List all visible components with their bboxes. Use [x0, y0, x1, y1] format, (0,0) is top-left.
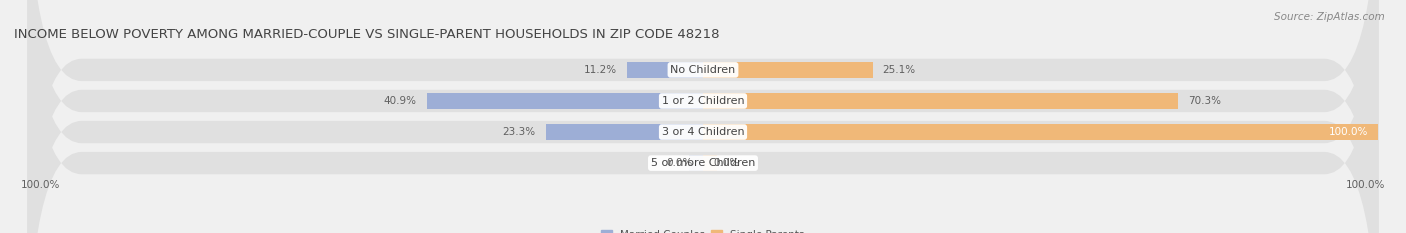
Bar: [689, 155, 703, 171]
FancyBboxPatch shape: [28, 0, 1378, 233]
Text: 25.1%: 25.1%: [883, 65, 915, 75]
Text: 5 or more Children: 5 or more Children: [651, 158, 755, 168]
Text: 0.0%: 0.0%: [666, 158, 693, 168]
FancyBboxPatch shape: [28, 0, 1378, 233]
Bar: [703, 93, 1178, 109]
Text: INCOME BELOW POVERTY AMONG MARRIED-COUPLE VS SINGLE-PARENT HOUSEHOLDS IN ZIP COD: INCOME BELOW POVERTY AMONG MARRIED-COUPL…: [14, 28, 720, 41]
Text: 0.0%: 0.0%: [713, 158, 740, 168]
Text: 11.2%: 11.2%: [583, 65, 617, 75]
Text: 100.0%: 100.0%: [1346, 181, 1385, 190]
Text: 70.3%: 70.3%: [1188, 96, 1220, 106]
Text: Source: ZipAtlas.com: Source: ZipAtlas.com: [1274, 12, 1385, 22]
Bar: [427, 93, 703, 109]
Bar: [627, 62, 703, 78]
Bar: [703, 124, 1378, 140]
Text: 1 or 2 Children: 1 or 2 Children: [662, 96, 744, 106]
Text: 23.3%: 23.3%: [502, 127, 536, 137]
Bar: [546, 124, 703, 140]
Bar: [703, 62, 873, 78]
Bar: [703, 155, 717, 171]
FancyBboxPatch shape: [28, 0, 1378, 233]
Text: 40.9%: 40.9%: [384, 96, 416, 106]
Text: 100.0%: 100.0%: [21, 181, 60, 190]
Text: 3 or 4 Children: 3 or 4 Children: [662, 127, 744, 137]
Text: No Children: No Children: [671, 65, 735, 75]
Text: 100.0%: 100.0%: [1329, 127, 1368, 137]
Legend: Married Couples, Single Parents: Married Couples, Single Parents: [598, 226, 808, 233]
FancyBboxPatch shape: [28, 0, 1378, 233]
